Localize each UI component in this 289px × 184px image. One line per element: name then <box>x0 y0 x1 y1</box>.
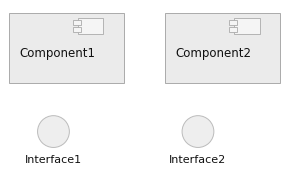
Text: Component2: Component2 <box>175 47 251 60</box>
FancyBboxPatch shape <box>165 13 280 83</box>
FancyBboxPatch shape <box>229 20 237 25</box>
FancyBboxPatch shape <box>9 13 124 83</box>
FancyBboxPatch shape <box>234 18 260 34</box>
Ellipse shape <box>38 116 69 147</box>
Text: Interface2: Interface2 <box>169 155 227 165</box>
Ellipse shape <box>182 116 214 147</box>
FancyBboxPatch shape <box>78 18 103 34</box>
FancyBboxPatch shape <box>73 20 81 25</box>
Text: Interface1: Interface1 <box>25 155 82 165</box>
FancyBboxPatch shape <box>229 27 237 32</box>
FancyBboxPatch shape <box>73 27 81 32</box>
Text: Component1: Component1 <box>19 47 95 60</box>
